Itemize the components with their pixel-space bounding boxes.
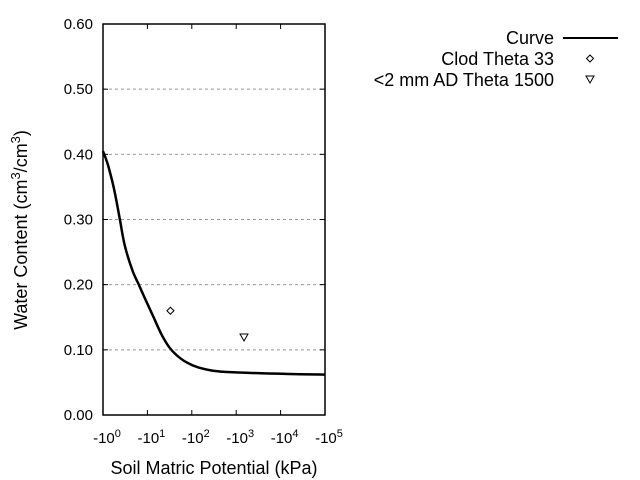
legend-label-clod: Clod Theta 33	[441, 49, 554, 69]
x-tick-labels: -100 -101 -102 -103 -104 -105	[93, 428, 343, 447]
y-tick-label: 0.50	[64, 81, 93, 98]
legend: Curve Clod Theta 33 <2 mm AD Theta 1500	[374, 28, 618, 90]
x-tick-label: -104	[271, 428, 299, 447]
y-tick-label: 0.40	[64, 146, 93, 163]
x-tick-label: -103	[226, 428, 254, 447]
x-tick-label: -105	[315, 428, 343, 447]
y-tick-label: 0.60	[64, 16, 93, 33]
gridlines	[103, 88, 325, 351]
retention-curve	[101, 150, 326, 376]
y-tick-label: 0.00	[64, 407, 93, 424]
y-tick-labels: 0.00 0.10 0.20 0.30 0.40 0.50 0.60	[64, 16, 93, 424]
x-axis-title: Soil Matric Potential (kPa)	[110, 458, 317, 478]
legend-triangle-down-icon	[585, 75, 595, 85]
y-tick-label: 0.30	[64, 212, 93, 229]
axis-ticks	[103, 24, 325, 415]
y-axis-title: Water Content (cm3/cm3)	[8, 130, 31, 330]
y-tick-label: 0.10	[64, 342, 93, 359]
legend-label-ad: <2 mm AD Theta 1500	[374, 70, 554, 90]
data-markers	[166, 306, 249, 342]
x-tick-label: -100	[93, 428, 121, 447]
x-tick-label: -102	[182, 428, 210, 447]
triangle-down-marker-icon	[239, 333, 249, 342]
x-tick-label: -101	[137, 428, 165, 447]
diamond-marker-icon	[166, 306, 175, 315]
y-tick-label: 0.20	[64, 277, 93, 294]
legend-diamond-icon	[585, 54, 595, 63]
legend-label-curve: Curve	[506, 28, 554, 48]
plot-frame	[102, 23, 326, 416]
